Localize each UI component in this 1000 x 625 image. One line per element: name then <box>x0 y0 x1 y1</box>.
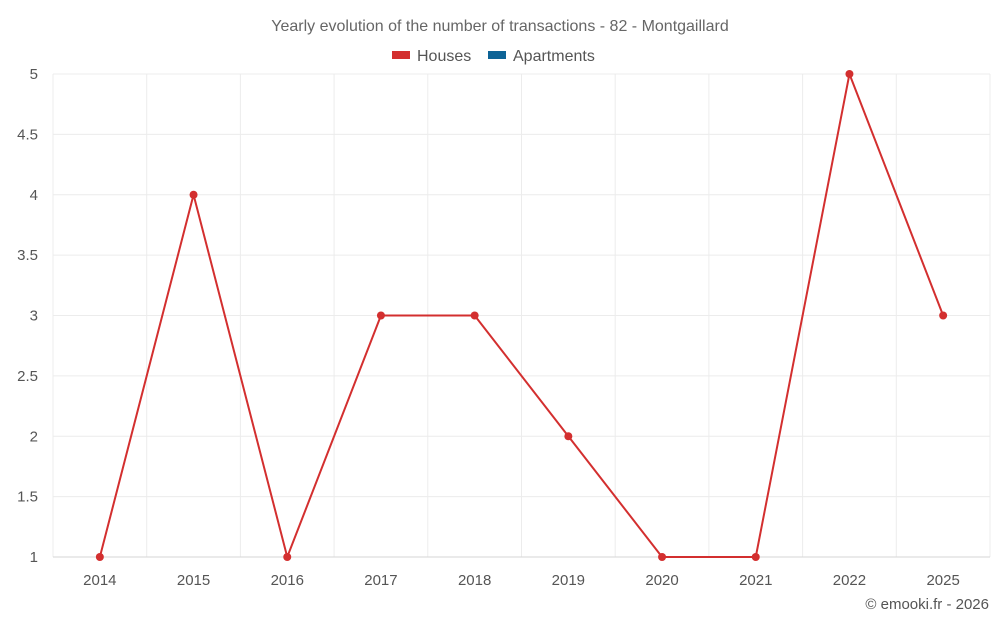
x-tick-label: 2022 <box>833 572 866 589</box>
y-tick-label: 2 <box>30 428 38 445</box>
series-layer <box>95 70 948 561</box>
data-point[interactable] <box>939 311 948 320</box>
series-line-houses <box>98 70 945 561</box>
y-tick-label: 1.5 <box>17 489 38 506</box>
legend-swatch[interactable] <box>392 51 410 59</box>
y-tick-label: 3 <box>30 308 38 325</box>
legend-label[interactable]: Houses <box>417 48 471 65</box>
data-point[interactable] <box>470 311 479 320</box>
data-point[interactable] <box>845 70 854 78</box>
data-point[interactable] <box>189 190 198 199</box>
x-tick-label: 2021 <box>739 572 772 589</box>
data-point[interactable] <box>376 311 385 320</box>
x-tick-label: 2016 <box>271 572 304 589</box>
legend: Houses Apartments <box>392 48 595 65</box>
legend-swatch[interactable] <box>488 51 506 59</box>
x-tick-label: 2015 <box>177 572 210 589</box>
grid <box>52 73 991 558</box>
data-point[interactable] <box>751 553 760 561</box>
y-tick-label: 4.5 <box>17 126 38 143</box>
y-tick-label: 3.5 <box>17 247 38 264</box>
x-tick-label: 2017 <box>364 572 397 589</box>
legend-label[interactable]: Apartments <box>513 48 595 65</box>
x-tick-label: 2020 <box>645 572 678 589</box>
credit-text: © emooki.fr - 2026 <box>865 596 989 613</box>
data-point[interactable] <box>658 553 667 561</box>
data-point[interactable] <box>283 553 292 561</box>
chart-title: Yearly evolution of the number of transa… <box>271 18 728 35</box>
x-axis: 2014 2015 2016 2017 2018 2019 2020 2021 2022 2025 <box>83 572 960 589</box>
x-tick-label: 2019 <box>552 572 585 589</box>
data-point[interactable] <box>95 553 104 561</box>
y-tick-label: 2.5 <box>17 368 38 385</box>
y-tick-label: 1 <box>30 549 38 566</box>
x-tick-label: 2014 <box>83 572 116 589</box>
y-tick-label: 5 <box>30 66 38 83</box>
y-tick-label: 4 <box>30 187 38 204</box>
data-point[interactable] <box>564 432 573 441</box>
x-tick-label: 2018 <box>458 572 491 589</box>
y-axis: 1 1.5 2 2.5 3 3.5 4 4.5 5 <box>17 66 38 566</box>
x-tick-label: 2025 <box>926 572 959 589</box>
